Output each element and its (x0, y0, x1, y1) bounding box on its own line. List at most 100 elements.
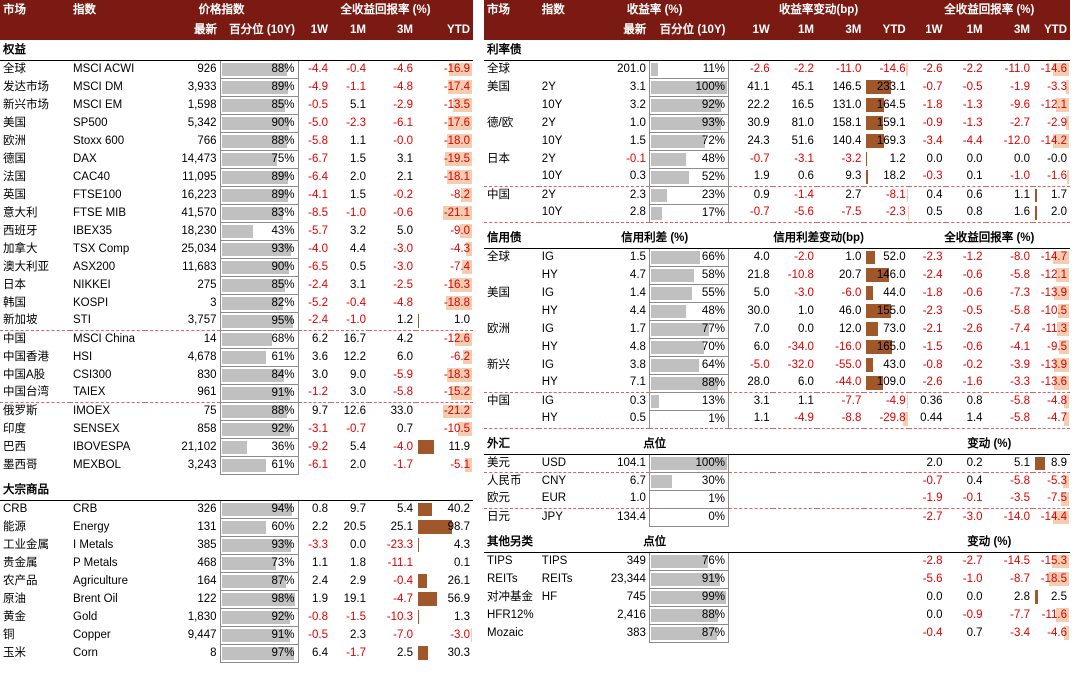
chg-ytd: -11.6 (1033, 606, 1070, 624)
percentile-cell: 89% (219, 167, 299, 187)
ret-3m: 5.4 (397, 502, 413, 515)
market-name: 全球 (3, 62, 26, 75)
ret-1w: -3.3 (308, 538, 328, 551)
ret-1m: 3.1 (350, 278, 366, 291)
table-row: 中国香港 HSI 4,678 61% 3.6 12.2 6.0 -6.2 (0, 347, 473, 367)
market-name (484, 410, 539, 429)
market-name: 俄罗斯 (3, 404, 38, 417)
table-row: 加拿大 TSX Comp 25,034 93% -4.0 4.4 -3.0 -4.3 (0, 239, 473, 259)
percentile-cell: 93% (648, 113, 729, 133)
ytd-bar-cell: -10.5 (443, 422, 472, 436)
percentile-bar (221, 98, 285, 112)
ytd-bar (1055, 98, 1070, 112)
tenor: 2Y (538, 185, 581, 204)
header-blank (0, 20, 70, 40)
ytd-bar-cell: 26.1 (416, 572, 473, 590)
percentile-bar (650, 98, 721, 112)
ret-1m: 0.0 (966, 152, 983, 165)
ytd-bar-cell: 56.9 (416, 590, 473, 608)
header-col: YTD (416, 20, 474, 40)
code: CNY (538, 471, 581, 490)
chg-1m: 1.1 (772, 391, 817, 410)
market-name: 中国台湾 (0, 384, 70, 403)
percentile-bar (650, 286, 692, 300)
latest-value: 41,570 (181, 206, 217, 219)
tenor: 2Y (541, 80, 556, 93)
ret-3m: -5.8 (1010, 268, 1030, 281)
percentile-bar (221, 170, 289, 184)
ytd-bar (1064, 626, 1070, 640)
ret-3m: -2.9 (393, 98, 413, 111)
ret-1m: 0.8 (945, 391, 986, 410)
table-row: 日本 2Y -0.1 48% -0.7 -3.1 -3.2 1.2 0.0 0.0 0.0 -0.0 (484, 149, 1070, 169)
latest-value: 3.1 (629, 80, 646, 93)
header-index: 指数 (538, 0, 581, 20)
ret-1m: -2.6 (962, 322, 983, 335)
ytd-bar-cell: -3.0 (450, 628, 472, 642)
percentile-cell: 61% (219, 347, 299, 367)
table-row: 发达市场 MSCI DM 3,933 89% -4.9 -1.1 -4.8 -17.4 (0, 77, 473, 97)
ret-1m: -1.7 (346, 646, 366, 659)
percentile-cell: 75% (219, 149, 299, 169)
market-name: 德/欧 (487, 116, 514, 129)
chg-3m: 131.0 (832, 98, 862, 111)
ret-1m: -4.4 (962, 134, 983, 147)
table-row: 贵金属 P Metals 468 73% 1.1 1.8 -11.1 0.1 (0, 553, 473, 573)
ret-3m: -4.7 (393, 592, 413, 605)
header-col: 最新 (145, 20, 220, 40)
header-col: 1W (908, 20, 946, 40)
ret-3m: -5.9 (393, 368, 413, 381)
ytd-bar (447, 134, 472, 148)
ytd-bar (1052, 250, 1070, 264)
ytd-bar (866, 358, 874, 372)
ytd-bar-cell: -12.6 (416, 329, 474, 348)
ret-ytd: -3.3 (1033, 78, 1070, 96)
chg-1w: -2.8 (922, 554, 943, 567)
ytd-bar (866, 340, 893, 354)
ytd-bar (418, 574, 427, 588)
chg-3m: -14.0 (1003, 510, 1030, 523)
ret-1m: -2.3 (346, 116, 366, 129)
table-row: Mozaic 383 87% -0.4 0.7 -3.4 -4.6 (484, 623, 1070, 643)
chg-1w: 0.9 (728, 185, 773, 204)
ret-ytd: 1.7 (1032, 185, 1070, 204)
ret-3m: -2.7 (1010, 116, 1030, 129)
latest-value: 3,243 (187, 458, 217, 471)
chg-1w: 0.0 (926, 590, 943, 603)
ytd-bar (1053, 510, 1070, 524)
latest-value: 164 (197, 574, 217, 587)
ytd-bar (866, 304, 891, 318)
ret-1m: 5.4 (350, 440, 366, 453)
percentile-cell: 100% (648, 453, 729, 473)
latest-value: 2,416 (617, 608, 646, 621)
index-name: MSCI China (70, 329, 145, 348)
ytd-bar (1060, 492, 1070, 506)
ret-1m: 3.2 (350, 224, 366, 237)
market-name: HFR12% (487, 608, 534, 621)
ret-1m: 2.3 (350, 628, 366, 641)
tenor: HY (538, 410, 581, 429)
latest-value: 16,223 (181, 188, 217, 201)
blank (538, 228, 581, 249)
section-title: 权益 (0, 40, 474, 61)
chg-3m: 5.1 (1013, 456, 1030, 469)
ret-1m: -1.0 (346, 314, 366, 327)
ytd-bar (1053, 358, 1070, 372)
table-row: 中国台湾 TAIEX 961 91% -1.2 3.0 -5.8 -15.2 (0, 383, 474, 403)
right-panel: 市场 指数 收益率 (%) 收益率变动(bp) 全收益回报率 (%) 最新 百分位 (10Y… (484, 0, 1070, 643)
percentile-cell: 85% (219, 95, 299, 115)
ret-1m: 0.0 (350, 538, 366, 551)
section-sub: 变动 (%) (908, 434, 1070, 455)
latest-value: 14,473 (181, 152, 217, 165)
table-row: 中国 2Y 2.3 23% 0.9 -1.4 2.7 -8.1 0.4 0.6 1.1 1.7 (484, 185, 1070, 205)
ytd-bar (448, 80, 472, 94)
ytd-bar (447, 170, 472, 184)
ret-3m: -7.0 (393, 628, 413, 641)
latest-value: 383 (626, 626, 646, 639)
blank (538, 532, 581, 553)
latest-value: 2.3 (580, 185, 650, 204)
ytd-bar (466, 242, 472, 256)
ytd-bar-cell: -8.2 (450, 188, 472, 202)
market-name: 澳大利亚 (3, 260, 49, 273)
ytd-bar (447, 116, 472, 130)
